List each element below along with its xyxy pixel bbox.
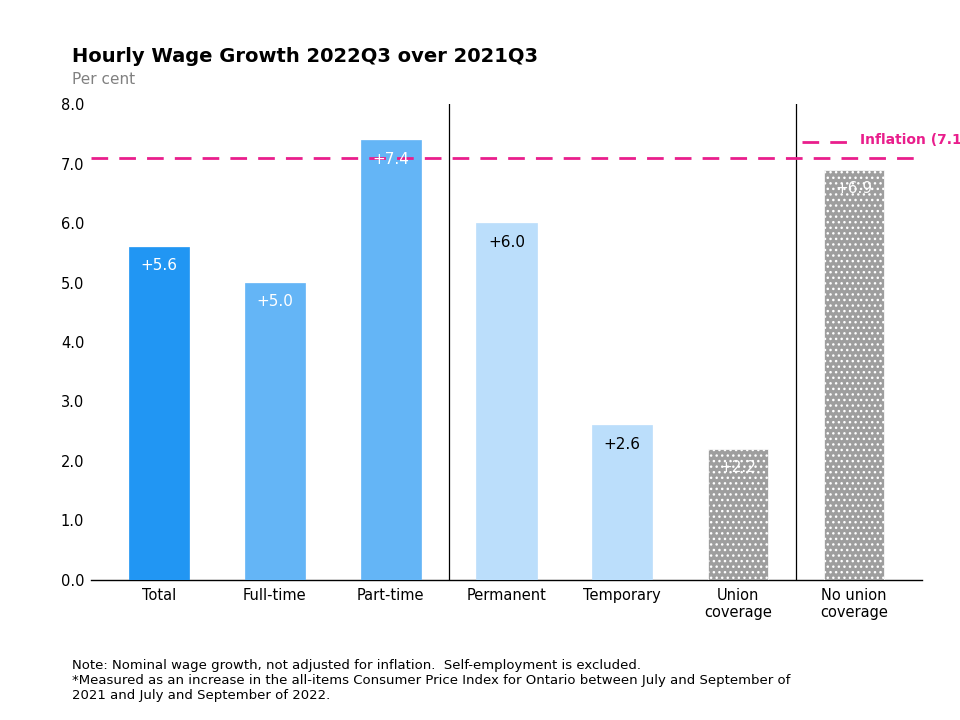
Bar bbox=[824, 170, 884, 580]
Text: Per cent: Per cent bbox=[72, 72, 135, 87]
Bar bbox=[361, 140, 420, 580]
Text: Inflation (7.1%)*: Inflation (7.1%)* bbox=[859, 133, 960, 147]
Bar bbox=[129, 247, 189, 580]
Text: +2.6: +2.6 bbox=[604, 436, 640, 451]
Text: +7.4: +7.4 bbox=[372, 151, 409, 166]
Text: +5.0: +5.0 bbox=[256, 294, 293, 309]
Text: +6.9: +6.9 bbox=[835, 181, 873, 197]
Text: +2.2: +2.2 bbox=[720, 460, 756, 475]
Bar bbox=[592, 425, 652, 580]
Text: Note: Nominal wage growth, not adjusted for inflation.  Self-employment is exclu: Note: Nominal wage growth, not adjusted … bbox=[72, 659, 790, 702]
Bar bbox=[476, 223, 537, 580]
Bar bbox=[245, 282, 305, 580]
Text: +6.0: +6.0 bbox=[488, 235, 525, 250]
Text: Hourly Wage Growth 2022Q3 over 2021Q3: Hourly Wage Growth 2022Q3 over 2021Q3 bbox=[72, 47, 538, 66]
Text: +5.6: +5.6 bbox=[140, 258, 178, 274]
Bar bbox=[708, 449, 768, 580]
